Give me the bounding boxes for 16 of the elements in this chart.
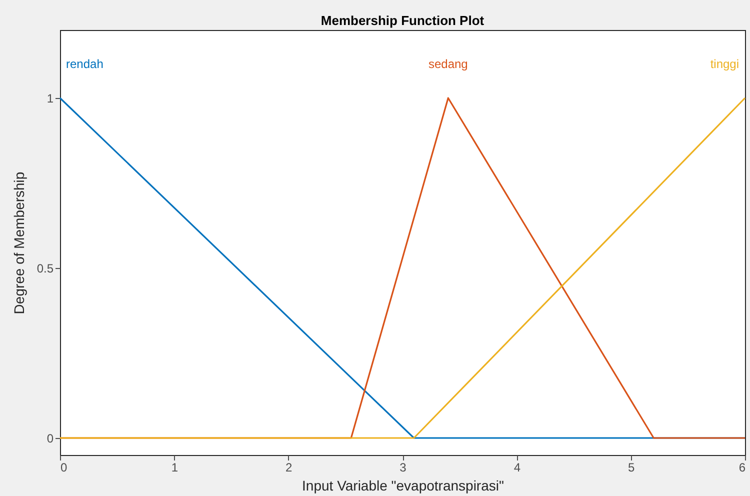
x-tick-label: 0: [60, 460, 68, 474]
x-tick-label: 6: [738, 460, 746, 474]
text: rendah: [66, 57, 104, 71]
y-tick-label: 0.5: [36, 262, 54, 276]
x-axis-title: Input Variable "evapotranspirasi": [302, 478, 504, 494]
text: tinggi: [710, 57, 739, 71]
y-axis-title: Degree of Membership: [10, 172, 27, 314]
x-tick-label: 4: [514, 460, 521, 474]
x-tick-label: 3: [400, 460, 407, 474]
y-tick-label: 0: [46, 432, 54, 446]
x-tick-label: 2: [285, 460, 292, 474]
chart-title: Membership Function Plot: [320, 13, 485, 28]
x-tick-label: 5: [628, 460, 635, 474]
y-tick-label: 1: [46, 92, 54, 106]
text: sedang: [428, 57, 468, 71]
x-tick-label: 1: [171, 460, 178, 474]
